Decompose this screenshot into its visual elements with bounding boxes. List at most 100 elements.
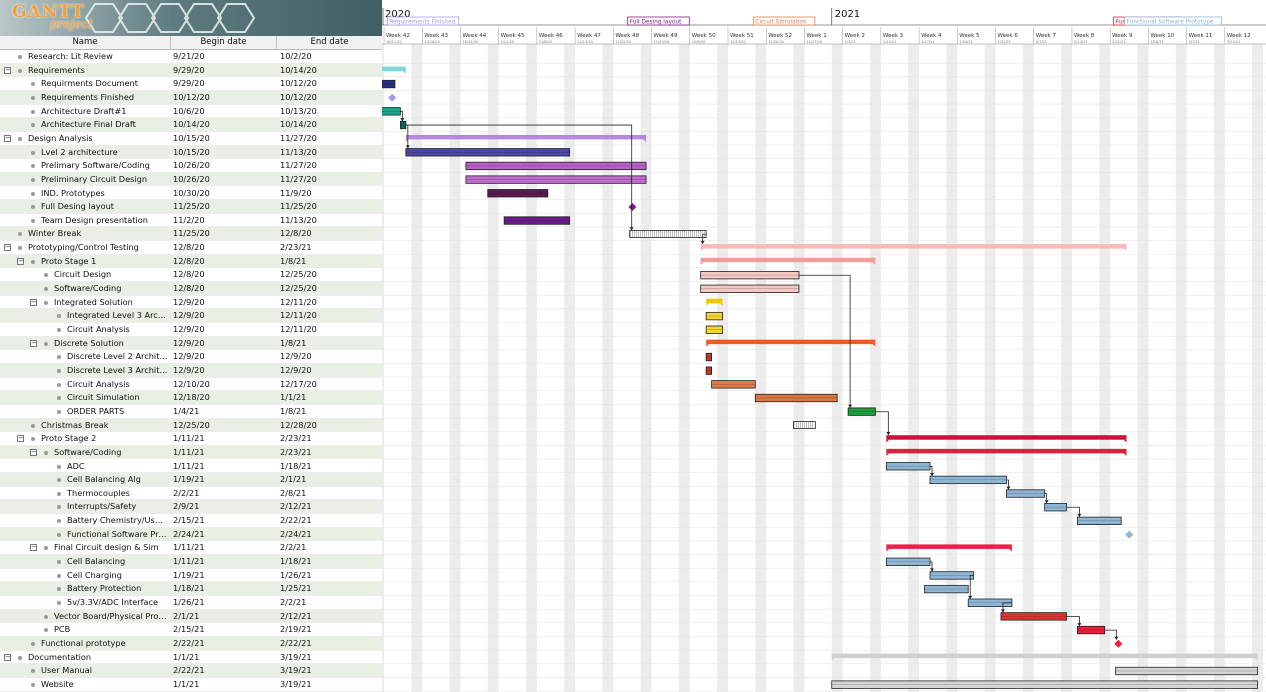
task-row[interactable]: 5v/3.3V/ADC Interface 1/26/21 2/2/21 bbox=[0, 596, 382, 610]
task-end-date: 11/13/20 bbox=[280, 214, 317, 225]
year-label: 2020 bbox=[385, 9, 410, 20]
column-header-name[interactable]: Name bbox=[0, 36, 171, 49]
task-row[interactable]: − Integrated Solution 12/9/20 12/11/20 bbox=[0, 296, 382, 310]
task-row[interactable]: ADC 1/11/21 1/18/21 bbox=[0, 460, 382, 474]
milestone-header-label: Functional Software Prototype bbox=[1127, 20, 1214, 26]
task-row[interactable]: Battery Chemistry/User Int... 2/15/21 2/22… bbox=[0, 514, 382, 528]
gantt-chart[interactable]: 2020 2021 Week 42 10/11/20 Week 43 10/18/20 We… bbox=[382, 0, 1266, 692]
column-header-begin-date[interactable]: Begin date bbox=[171, 36, 277, 49]
week-date-label: 11/29/20 bbox=[654, 40, 670, 44]
task-row[interactable]: Winter Break 11/25/20 12/8/20 bbox=[0, 227, 382, 242]
task-row[interactable]: − Requirements 9/29/20 10/14/20 bbox=[0, 63, 382, 78]
collapse-toggle-icon[interactable]: − bbox=[4, 133, 11, 142]
task-row[interactable]: Circuit Analysis 12/9/20 12/11/20 bbox=[0, 323, 382, 337]
summary-bar-cap bbox=[1123, 248, 1127, 252]
task-row[interactable]: Prelimary Software/Coding 10/26/20 11/27/2… bbox=[0, 159, 382, 173]
dependency-arrow bbox=[1066, 616, 1080, 627]
task-row[interactable]: Discrete Level 3 Architect... 12/9/20 12/9… bbox=[0, 363, 382, 378]
task-row[interactable]: Full Desing layout 11/25/20 11/25/20 bbox=[0, 200, 382, 214]
milestone-header-marker bbox=[387, 16, 460, 26]
task-row[interactable]: − Final Circuit design & Sim 1/11/21 2/2/21 bbox=[0, 541, 382, 556]
collapse-toggle-icon[interactable]: − bbox=[30, 543, 37, 552]
week-label: Week 6 bbox=[998, 33, 1019, 39]
task-row[interactable]: − Software/Coding 1/11/21 2/23/21 bbox=[0, 445, 382, 460]
task-row[interactable]: − Proto Stage 1 12/8/20 1/8/21 bbox=[0, 254, 382, 269]
task-row[interactable]: IND. Prototypes 10/30/20 11/9/20 bbox=[0, 187, 382, 201]
collapse-toggle-icon[interactable]: − bbox=[17, 256, 24, 265]
task-row[interactable]: − Design Analysis 10/15/20 11/27/20 bbox=[0, 132, 382, 146]
task-row[interactable]: Requirments Document 9/29/20 10/12/20 bbox=[0, 77, 382, 91]
task-row[interactable]: − Prototyping/Control Testing 12/8/20 2/23/… bbox=[0, 241, 382, 255]
task-row[interactable]: Discrete Level 2 Architecure 12/9/20 12/9/… bbox=[0, 350, 382, 364]
task-row[interactable]: Website 1/1/21 3/19/21 bbox=[0, 678, 382, 692]
task-row[interactable]: − Documentation 1/1/21 3/19/21 bbox=[0, 651, 382, 665]
task-bar bbox=[705, 366, 713, 375]
task-row[interactable]: Team Design presentation 11/2/20 11/13/20 bbox=[0, 214, 382, 228]
task-table-header: Name Begin date End date bbox=[0, 36, 382, 50]
collapse-toggle-icon[interactable]: − bbox=[30, 338, 37, 347]
task-end-date: 2/22/21 bbox=[280, 637, 312, 648]
task-row[interactable]: Lvel 2 architecture 10/15/20 11/13/20 bbox=[0, 145, 382, 160]
dependency-arrow bbox=[1066, 506, 1080, 517]
dependency-arrow bbox=[1044, 493, 1048, 504]
task-bar bbox=[924, 584, 969, 594]
collapse-toggle-icon[interactable]: − bbox=[4, 65, 11, 74]
dependency-arrow bbox=[1002, 602, 1012, 613]
task-row[interactable]: User Manual 2/22/21 3/19/21 bbox=[0, 664, 382, 678]
milestone-diamond bbox=[388, 93, 397, 102]
task-row[interactable]: Interrupts/Safety 2/9/21 2/12/21 bbox=[0, 500, 382, 515]
collapse-toggle-icon[interactable]: − bbox=[30, 297, 37, 306]
task-row[interactable]: Christmas Break 12/25/20 12/28/20 bbox=[0, 418, 382, 433]
weekend-column bbox=[382, 44, 384, 692]
week-date-label: 12/27/20 bbox=[806, 40, 822, 44]
task-row[interactable]: Architecture Final Draft 10/14/20 10/14/20 bbox=[0, 118, 382, 132]
task-row[interactable]: Functional Software Proto... 2/24/21 2/24/… bbox=[0, 527, 382, 542]
week-date-label: 2/7/21 bbox=[1036, 40, 1047, 44]
task-name: Integrated Level 3 Archite... bbox=[67, 310, 168, 321]
task-end-date: 12/25/20 bbox=[280, 283, 317, 294]
task-row[interactable]: Software/Coding 12/8/20 12/25/20 bbox=[0, 282, 382, 296]
milestone-header-marker bbox=[752, 16, 816, 26]
task-row[interactable]: Cell Balancing Alg 1/19/21 2/1/21 bbox=[0, 473, 382, 487]
collapse-toggle-icon[interactable]: − bbox=[30, 447, 37, 456]
task-row[interactable]: − Discrete Solution 12/9/20 1/8/21 bbox=[0, 336, 382, 351]
task-end-date: 12/17/20 bbox=[280, 378, 317, 389]
task-bar bbox=[503, 216, 571, 225]
summary-bar-cap bbox=[706, 344, 710, 347]
task-row[interactable]: Vector Board/Physical Prototy... 2/1/21 2/… bbox=[0, 609, 382, 624]
task-row[interactable]: Thermocouples 2/2/21 2/8/21 bbox=[0, 487, 382, 501]
week-label: Week 43 bbox=[424, 33, 448, 39]
task-row[interactable]: ORDER PARTS 1/4/21 1/8/21 bbox=[0, 405, 382, 419]
collapse-toggle-icon[interactable]: − bbox=[4, 243, 11, 252]
task-row[interactable]: − Proto Stage 2 1/11/21 2/23/21 bbox=[0, 432, 382, 446]
task-row[interactable]: Circuit Simulation 12/18/20 1/1/21 bbox=[0, 391, 382, 405]
weekend-column bbox=[1061, 44, 1072, 692]
column-header-end-date[interactable]: End date bbox=[310, 37, 349, 47]
task-row[interactable]: Requirements Finished 10/12/20 10/12/20 bbox=[0, 90, 382, 105]
task-row[interactable]: Architecture Draft#1 10/6/20 10/13/20 bbox=[0, 105, 382, 119]
task-begin-date: 2/22/21 bbox=[173, 637, 205, 648]
task-row[interactable]: Cell Balancing 1/11/21 1/18/21 bbox=[0, 555, 382, 569]
task-bullet-icon bbox=[57, 560, 61, 565]
task-row[interactable]: Circuit Design 12/8/20 12/25/20 bbox=[0, 268, 382, 283]
week-label: Week 8 bbox=[1074, 33, 1095, 39]
dependency-arrow bbox=[1006, 479, 1009, 490]
task-row[interactable]: Preliminary Circuit Design 10/26/20 11/27/… bbox=[0, 172, 382, 187]
task-begin-date: 12/9/20 bbox=[173, 324, 205, 334]
task-end-date: 1/18/21 bbox=[280, 460, 312, 471]
task-row[interactable]: Functional prototype 2/22/21 2/22/21 bbox=[0, 636, 382, 651]
task-begin-date: 1/11/21 bbox=[173, 433, 205, 444]
task-bullet-icon bbox=[31, 259, 35, 264]
task-row[interactable]: Circuit Analysis 12/10/20 12/17/20 bbox=[0, 378, 382, 392]
task-begin-date: 11/25/20 bbox=[173, 228, 210, 239]
task-row[interactable]: Cell Charging 1/19/21 1/26/21 bbox=[0, 569, 382, 583]
task-row[interactable]: Integrated Level 3 Archite... 12/9/20 12/1… bbox=[0, 309, 382, 323]
task-end-date: 10/2/20 bbox=[280, 51, 312, 61]
task-row[interactable]: PCB 2/15/21 2/19/21 bbox=[0, 623, 382, 637]
task-row[interactable]: Battery Protection 1/18/21 1/25/21 bbox=[0, 582, 382, 596]
collapse-toggle-icon[interactable]: − bbox=[17, 434, 24, 443]
task-end-date: 12/25/20 bbox=[280, 269, 317, 280]
task-row[interactable]: Research: Lit Review 9/21/20 10/2/20 bbox=[0, 50, 382, 64]
collapse-toggle-icon[interactable]: − bbox=[4, 652, 11, 661]
